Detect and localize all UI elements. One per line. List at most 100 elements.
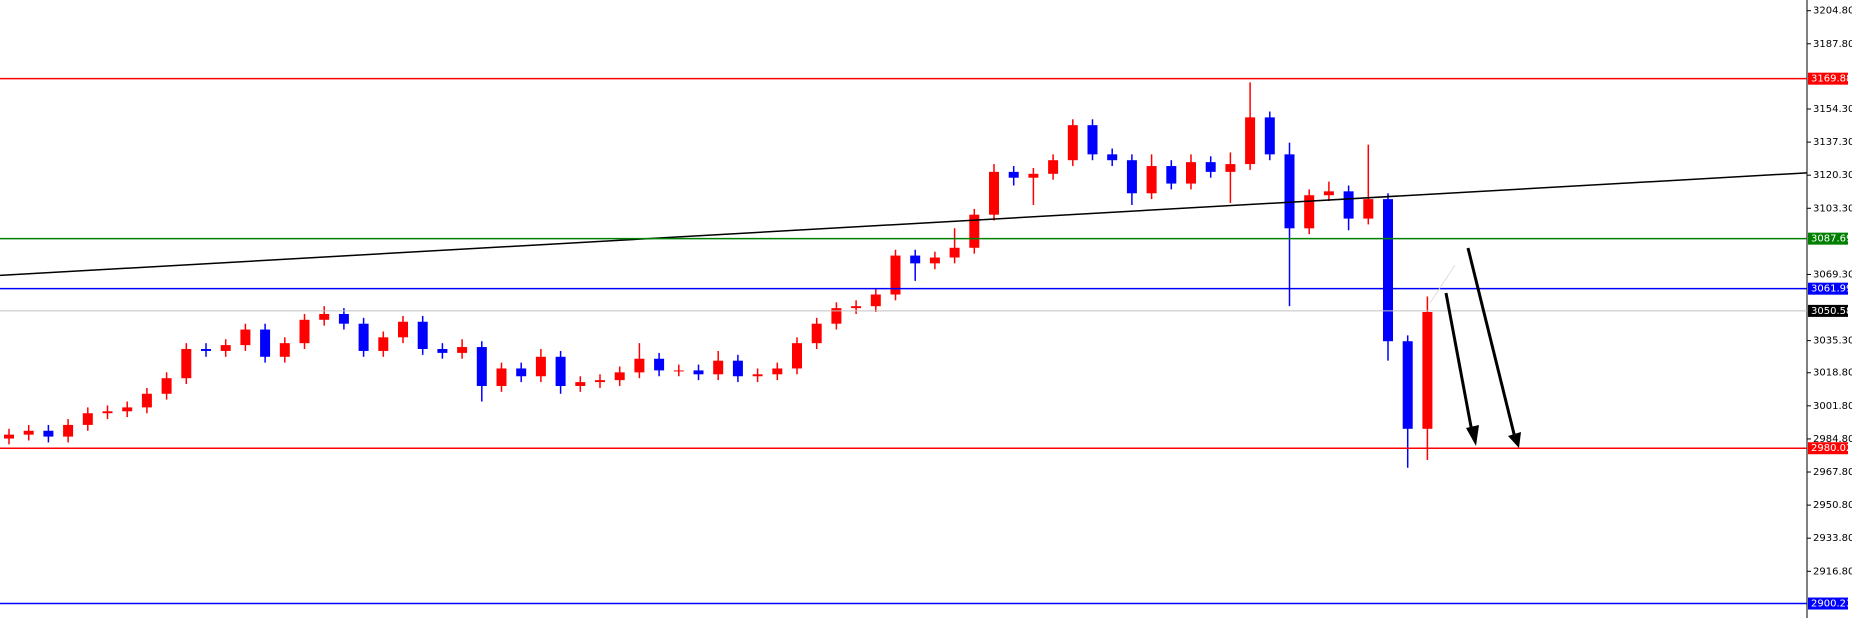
- candle-body: [1284, 154, 1295, 229]
- candle-body: [595, 380, 605, 383]
- candle-body: [929, 257, 940, 264]
- candle-body: [713, 360, 724, 375]
- candle-body: [378, 337, 389, 351]
- y-tick-label: 2916.80: [1813, 566, 1852, 577]
- candle-body: [1205, 162, 1216, 172]
- y-tick-label: 2950.80: [1813, 500, 1852, 511]
- level-label: 3169.88: [1811, 74, 1852, 85]
- candle-body: [240, 329, 251, 346]
- candle-body: [82, 413, 93, 425]
- candle-body: [141, 393, 152, 408]
- arrow-head: [1466, 425, 1479, 446]
- y-tick-label: 3120.30: [1813, 170, 1852, 181]
- candle-body: [1146, 166, 1157, 194]
- arrow: [1444, 292, 1474, 433]
- candle-body: [1225, 164, 1236, 172]
- candle-body: [851, 306, 862, 309]
- candle-body: [969, 214, 980, 248]
- candle-body: [1107, 154, 1118, 161]
- level-label-bg: [1808, 282, 1848, 295]
- candle-body: [673, 370, 684, 372]
- candle-body: [1048, 160, 1059, 174]
- candle-body: [102, 411, 113, 414]
- projection-arrows: [1429, 247, 1521, 448]
- y-tick-label: 3018.80: [1813, 368, 1852, 379]
- candle-body: [732, 360, 743, 377]
- candle-body: [201, 348, 211, 351]
- candle-body: [1343, 191, 1354, 219]
- candle-body: [1186, 162, 1196, 184]
- y-tick-label: 2984.80: [1813, 434, 1852, 445]
- candle-body: [417, 321, 428, 349]
- candle-body: [890, 255, 901, 295]
- candle-body: [23, 430, 34, 435]
- y-tick-label: 3035.30: [1813, 336, 1852, 347]
- candle-body: [1264, 117, 1275, 155]
- level-label-bg: [1808, 442, 1848, 455]
- candle-body: [614, 372, 625, 381]
- candle-body: [1008, 171, 1019, 178]
- level-label-bg: [1808, 232, 1848, 245]
- candle-body: [220, 345, 231, 351]
- level-label-bg: [1808, 597, 1848, 610]
- candle-body: [260, 329, 271, 357]
- candle-body: [476, 347, 487, 386]
- level-label: 2980.02: [1811, 443, 1852, 454]
- candle-body: [181, 348, 192, 379]
- candle-body: [1422, 312, 1433, 429]
- candle-body: [555, 356, 566, 386]
- y-tick-label: 3187.80: [1813, 39, 1852, 50]
- y-tick-label: 2967.80: [1813, 467, 1852, 478]
- y-tick-label: 3069.30: [1813, 269, 1852, 280]
- candle-body: [122, 407, 133, 412]
- candle-body: [457, 347, 468, 353]
- y-tick-label: 3103.30: [1813, 203, 1852, 214]
- candle-body: [1363, 199, 1374, 219]
- level-label-bg: [1808, 72, 1848, 85]
- y-tick-label: 3001.80: [1813, 401, 1852, 412]
- candle-body: [1323, 191, 1334, 196]
- candle-body: [398, 321, 408, 338]
- arrow-head: [1508, 432, 1521, 448]
- candle-body: [4, 434, 14, 439]
- candle-body: [299, 319, 310, 344]
- y-tick-label: 2933.80: [1813, 533, 1852, 544]
- candle-body: [1126, 160, 1137, 194]
- candle-body: [792, 343, 802, 369]
- candle-body: [772, 368, 783, 375]
- candle-body: [43, 430, 54, 437]
- candle-body: [279, 343, 290, 357]
- candle-body: [831, 308, 842, 324]
- candle-body: [693, 370, 704, 375]
- candle-body: [437, 348, 448, 353]
- candle-body: [516, 368, 527, 377]
- y-tick-label: 3154.30: [1813, 104, 1852, 115]
- candle-body: [1383, 199, 1393, 342]
- trendline: [0, 172, 1808, 277]
- candle-body: [161, 378, 172, 394]
- candle-body: [63, 424, 74, 437]
- candle-body: [654, 358, 665, 371]
- candle-body: [1245, 117, 1256, 165]
- candle-body: [1402, 341, 1413, 429]
- candle-body: [319, 313, 330, 320]
- candle-body: [1067, 125, 1078, 161]
- candle-body: [1166, 166, 1177, 184]
- candle-body: [949, 247, 960, 258]
- level-label: 3061.99: [1811, 284, 1852, 295]
- candle-body: [358, 323, 369, 351]
- candle-body: [811, 323, 822, 344]
- candle-body: [910, 255, 921, 264]
- candle-body: [989, 171, 999, 215]
- candle-body: [1087, 125, 1098, 155]
- level-label: 3087.69: [1811, 234, 1852, 245]
- candle-body: [496, 368, 507, 386]
- arrow: [1466, 247, 1517, 439]
- candle-body: [870, 294, 881, 307]
- level-label: 3050.58: [1811, 306, 1852, 317]
- candle-body: [535, 356, 546, 377]
- level-label: 2900.23: [1811, 599, 1852, 610]
- candle-body: [575, 382, 586, 386]
